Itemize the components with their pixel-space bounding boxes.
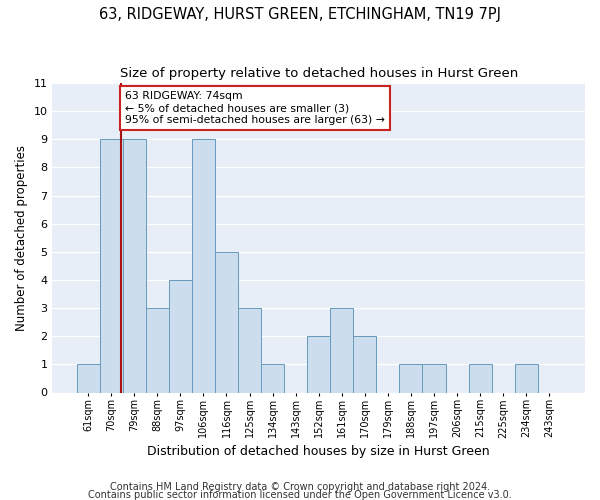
Bar <box>77 364 100 392</box>
Bar <box>215 252 238 392</box>
Bar <box>353 336 376 392</box>
X-axis label: Distribution of detached houses by size in Hurst Green: Distribution of detached houses by size … <box>148 444 490 458</box>
Y-axis label: Number of detached properties: Number of detached properties <box>15 145 28 331</box>
Bar <box>192 140 215 392</box>
Bar <box>469 364 491 392</box>
Text: Contains public sector information licensed under the Open Government Licence v3: Contains public sector information licen… <box>88 490 512 500</box>
Bar <box>238 308 261 392</box>
Text: Contains HM Land Registry data © Crown copyright and database right 2024.: Contains HM Land Registry data © Crown c… <box>110 482 490 492</box>
Bar <box>146 308 169 392</box>
Bar <box>261 364 284 392</box>
Bar <box>307 336 330 392</box>
Bar <box>100 140 123 392</box>
Text: 63, RIDGEWAY, HURST GREEN, ETCHINGHAM, TN19 7PJ: 63, RIDGEWAY, HURST GREEN, ETCHINGHAM, T… <box>99 8 501 22</box>
Bar <box>422 364 446 392</box>
Text: 63 RIDGEWAY: 74sqm
← 5% of detached houses are smaller (3)
95% of semi-detached : 63 RIDGEWAY: 74sqm ← 5% of detached hous… <box>125 92 385 124</box>
Bar <box>515 364 538 392</box>
Bar <box>123 140 146 392</box>
Title: Size of property relative to detached houses in Hurst Green: Size of property relative to detached ho… <box>119 68 518 80</box>
Bar <box>330 308 353 392</box>
Bar <box>400 364 422 392</box>
Bar <box>169 280 192 392</box>
